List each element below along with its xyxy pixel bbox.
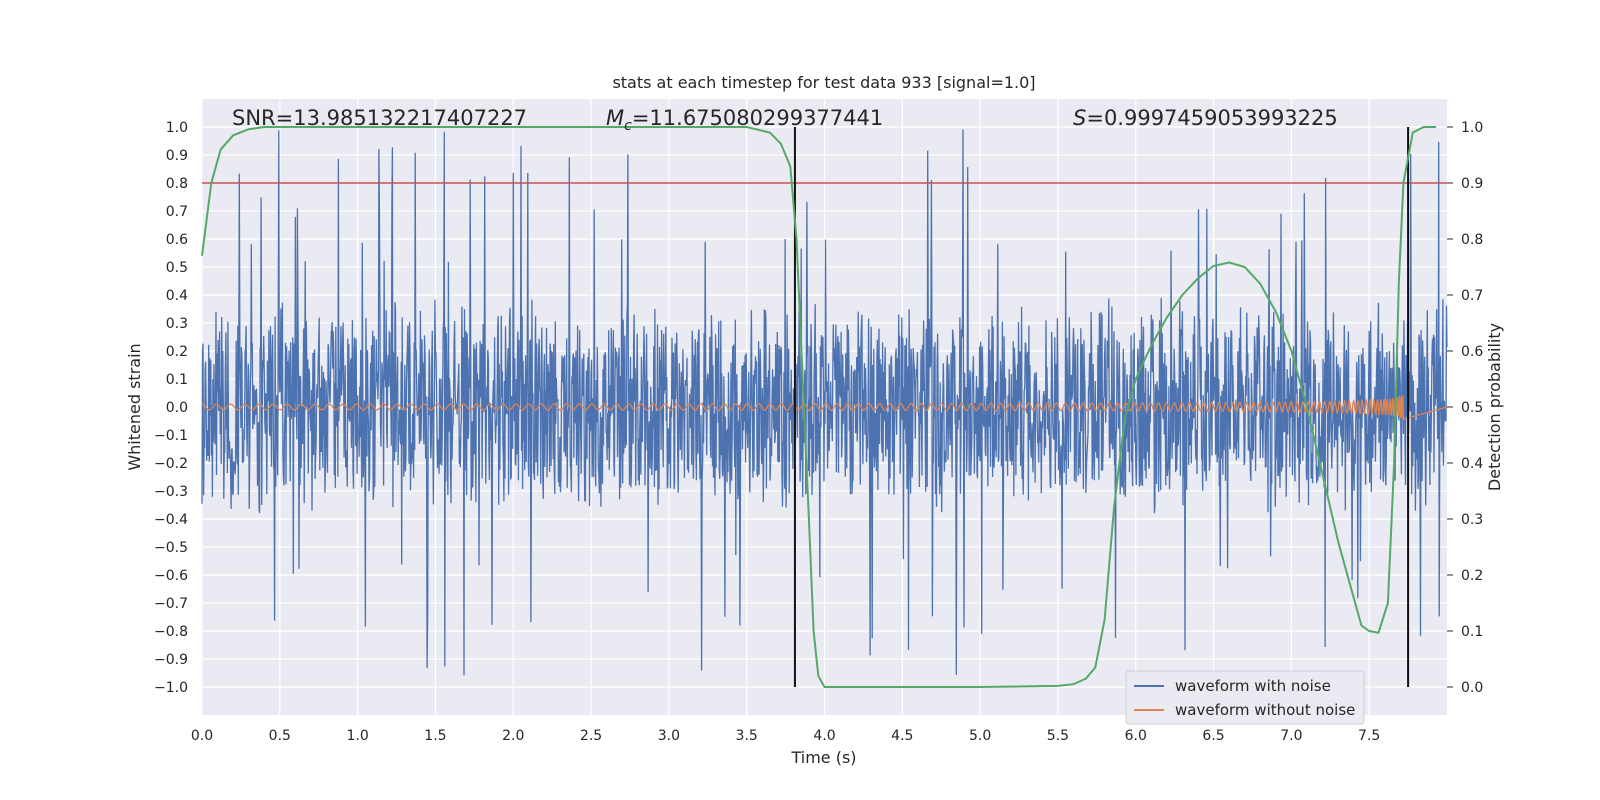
y2-tick-label: 0.3 xyxy=(1461,512,1483,528)
x-tick-label: 6.0 xyxy=(1125,728,1147,744)
s-value: =0.9997459053993225 xyxy=(1086,106,1337,130)
s-annotation: S=0.9997459053993225 xyxy=(1073,106,1338,130)
y-tick-label: −0.8 xyxy=(154,624,188,640)
y-tick-label: −0.2 xyxy=(154,456,188,472)
y-tick-label: 0.5 xyxy=(166,260,188,276)
snr-annotation: SNR=13.985132217407227 xyxy=(232,106,527,130)
x-tick-label: 7.0 xyxy=(1280,728,1302,744)
y-tick-label: −0.9 xyxy=(154,652,188,668)
x-tick-label: 5.0 xyxy=(969,728,991,744)
legend-label-waveform-with-noise: waveform with noise xyxy=(1175,677,1331,695)
x-tick-label: 0.5 xyxy=(269,728,291,744)
y2-tick-label: 0.9 xyxy=(1461,176,1483,192)
x-tick-label: 3.0 xyxy=(658,728,680,744)
x-tick-label: 3.5 xyxy=(736,728,758,744)
y2-axis-label: Detection probability xyxy=(1485,323,1504,491)
y-axis-ticks: −1.0 −0.9 −0.8 −0.7 −0.6 −0.5 −0.4 −0.3 −0.2 −0.1… xyxy=(154,120,188,696)
x-tick-label: 7.5 xyxy=(1358,728,1380,744)
y-tick-label: −0.5 xyxy=(154,540,188,556)
y-tick-label: −0.1 xyxy=(154,428,188,444)
y-tick-label: −0.4 xyxy=(154,512,188,528)
y2-tick-label: 0.8 xyxy=(1461,232,1483,248)
legend-label-waveform-without-noise: waveform without noise xyxy=(1175,701,1355,719)
y-tick-label: −0.6 xyxy=(154,568,188,584)
y-tick-label: 0.8 xyxy=(166,176,188,192)
x-tick-label: 1.0 xyxy=(346,728,368,744)
y2-tick-label: 0.1 xyxy=(1461,624,1483,640)
legend: waveform with noise waveform without noi… xyxy=(1125,670,1365,725)
y-tick-label: 0.9 xyxy=(166,148,188,164)
chirp-mass-annotation: Mc=11.675080299377441 xyxy=(606,106,883,134)
y2-tick-label: 1.0 xyxy=(1461,120,1483,136)
y-tick-label: −1.0 xyxy=(154,680,188,696)
y2-tick-label: 0.0 xyxy=(1461,680,1483,696)
y-tick-label: 1.0 xyxy=(166,120,188,136)
y2-tick-label: 0.6 xyxy=(1461,344,1483,360)
waveform-with-noise-line xyxy=(201,129,1448,676)
y2-tick-label: 0.2 xyxy=(1461,568,1483,584)
y-tick-label: 0.2 xyxy=(166,344,188,360)
x-tick-label: 6.5 xyxy=(1202,728,1224,744)
x-tick-label: 1.5 xyxy=(424,728,446,744)
y-tick-label: 0.3 xyxy=(166,316,188,332)
y-tick-label: 0.1 xyxy=(166,372,188,388)
y2-tick-label: 0.4 xyxy=(1461,456,1483,472)
y-tick-label: 0.4 xyxy=(166,288,188,304)
chart-title: stats at each timestep for test data 933… xyxy=(612,73,1035,92)
y2-tick-label: 0.5 xyxy=(1461,400,1483,416)
chirp-mass-value: =11.675080299377441 xyxy=(632,106,883,130)
x-tick-label: 4.5 xyxy=(891,728,913,744)
y-tick-label: −0.3 xyxy=(154,484,188,500)
y2-tick-label: 0.7 xyxy=(1461,288,1483,304)
x-tick-label: 0.0 xyxy=(191,728,213,744)
plot-content xyxy=(201,126,1448,688)
chirp-mass-symbol: M xyxy=(606,106,624,130)
y2-axis-ticks: 0.0 0.1 0.2 0.3 0.4 0.5 0.6 0.7 0.8 0.9 1.0 xyxy=(1447,120,1483,696)
y-tick-label: 0.7 xyxy=(166,204,188,220)
x-tick-label: 4.0 xyxy=(813,728,835,744)
x-tick-label: 2.0 xyxy=(502,728,524,744)
detection-probability-line xyxy=(201,126,1437,688)
y-tick-label: −0.7 xyxy=(154,596,188,612)
x-tick-label: 5.5 xyxy=(1047,728,1069,744)
legend-box xyxy=(1125,670,1365,725)
chirp-mass-subscript: c xyxy=(624,118,632,134)
s-symbol: S xyxy=(1073,106,1086,130)
y-tick-label: 0.0 xyxy=(166,400,188,416)
x-tick-label: 2.5 xyxy=(580,728,602,744)
y-axis-label: Whitened strain xyxy=(125,343,144,470)
x-axis-label: Time (s) xyxy=(790,748,856,767)
x-axis-ticks: 0.0 0.5 1.0 1.5 2.0 2.5 3.0 3.5 4.0 4.5 5.0 5.5 6.0 6… xyxy=(191,728,1380,744)
y-tick-label: 0.6 xyxy=(166,232,188,248)
